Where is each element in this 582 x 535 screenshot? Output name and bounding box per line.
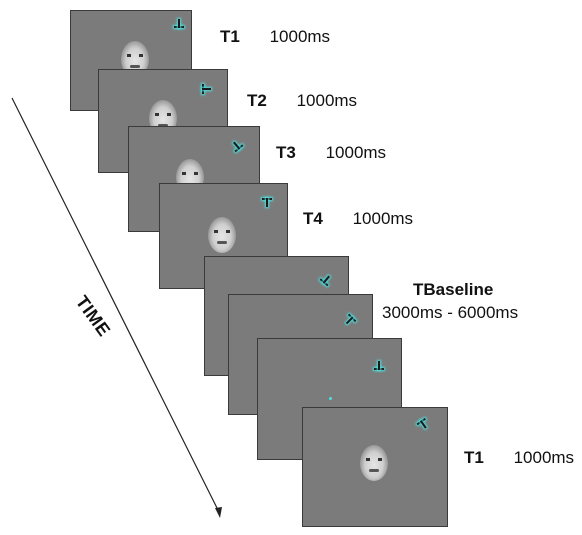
frame-duration: 1000ms: [269, 27, 331, 46]
frame-name: T2: [247, 91, 267, 110]
probe-icon: [372, 359, 386, 373]
frame-label-t4: T4 1000ms: [303, 209, 413, 229]
frame-label-t2: T2 1000ms: [247, 91, 357, 111]
probe-icon: [413, 414, 432, 433]
probe-icon: [227, 136, 247, 156]
frame-name: T1: [220, 27, 240, 46]
frame-label-t1-repeat: T1 1000ms: [464, 448, 574, 468]
frame-duration-tbaseline: 3000ms - 6000ms: [382, 303, 519, 322]
frame-duration: 1000ms: [325, 143, 387, 162]
probe-icon: [199, 82, 213, 96]
frame-label-t3: T3 1000ms: [276, 143, 386, 163]
frame-name: T4: [303, 209, 323, 228]
frame-duration: 1000ms: [296, 91, 358, 110]
probe-icon: [260, 195, 274, 209]
probe-icon: [172, 17, 186, 31]
frame-duration: 1000ms: [513, 448, 575, 467]
fixation-dot: [329, 397, 332, 400]
frame-name: T3: [276, 143, 296, 162]
frame-name: TBaseline: [413, 280, 494, 299]
frame-label-t1: T1 1000ms: [220, 27, 330, 47]
probe-icon: [340, 310, 360, 330]
probe-icon: [316, 270, 336, 290]
frame-label-tbaseline: TBaseline: [413, 280, 493, 300]
face-image: [360, 445, 388, 481]
frame-name: T1: [464, 448, 484, 467]
screen-t1-repeat: [302, 407, 448, 527]
frame-duration: 1000ms: [352, 209, 414, 228]
face-image: [208, 217, 236, 253]
